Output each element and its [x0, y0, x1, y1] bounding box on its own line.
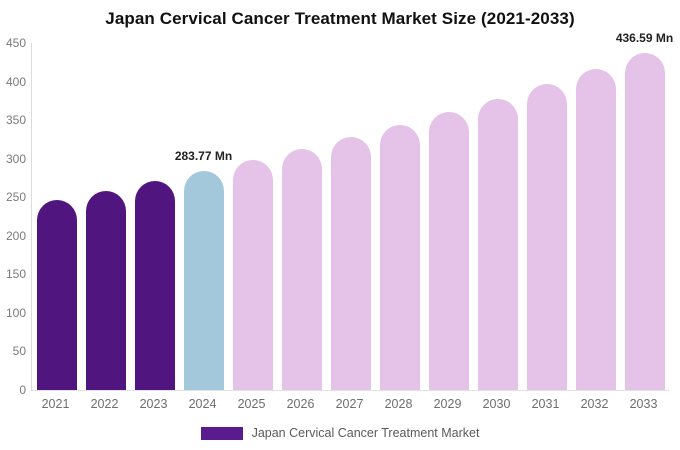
x-tick-label: 2033 [629, 397, 658, 411]
bar-2025[interactable] [232, 160, 273, 390]
x-tick-label: 2026 [286, 397, 315, 411]
bar-2032[interactable] [575, 69, 616, 390]
legend-label: Japan Cervical Cancer Treatment Market [251, 426, 480, 440]
bar-2031[interactable] [526, 84, 567, 390]
bar-2029[interactable] [428, 112, 469, 390]
bar-2028[interactable] [379, 125, 420, 390]
x-tick-label: 2022 [90, 397, 119, 411]
x-tick-label: 2024 [188, 397, 217, 411]
y-tick-label: 400 [5, 74, 26, 89]
y-tick-label: 150 [5, 267, 26, 282]
x-tick-label: 2028 [384, 397, 413, 411]
x-tick-label: 2023 [139, 397, 168, 411]
bar-2024[interactable] [183, 171, 224, 390]
legend: Japan Cervical Cancer Treatment Market [0, 425, 680, 441]
bar-2022[interactable] [85, 191, 126, 390]
y-tick-label: 0 [19, 383, 26, 397]
legend-item[interactable]: Japan Cervical Cancer Treatment Market [200, 426, 480, 440]
x-tick-label: 2021 [41, 397, 70, 411]
bar-2027[interactable] [330, 137, 371, 390]
bar-2026[interactable] [281, 149, 322, 390]
legend-swatch-icon [200, 426, 243, 440]
y-tick-label: 200 [5, 228, 26, 243]
x-tick-label: 2032 [580, 397, 609, 411]
x-axis: 2021 2022 2023 2024 2025 2026 2027 2028 2029 2030… [31, 397, 668, 413]
bar-value-label-2033: 436.59 Mn [615, 31, 674, 46]
x-tick-label: 2030 [482, 397, 511, 411]
y-tick-label: 50 [12, 344, 26, 359]
y-tick-label: 250 [5, 190, 26, 205]
y-tick-label: 100 [5, 305, 26, 320]
chart-title: Japan Cervical Cancer Treatment Market S… [105, 9, 575, 28]
bar-value-label-2024: 283.77 Mn [174, 149, 233, 164]
bar-2030[interactable] [477, 98, 518, 390]
plot-area: 283.77 Mn 436.59 Mn [31, 31, 673, 391]
y-tick-label: 450 [5, 36, 26, 50]
y-tick-label: 350 [5, 113, 26, 128]
x-tick-label: 2031 [531, 397, 560, 411]
bar-2033[interactable] [624, 53, 665, 390]
y-axis: 0 50 100 150 200 250 300 350 400 450 [0, 37, 26, 396]
bar-2023[interactable] [134, 181, 175, 390]
x-tick-label: 2027 [335, 397, 364, 411]
x-tick-label: 2029 [433, 397, 462, 411]
x-tick-label: 2025 [237, 397, 266, 411]
bar-2021[interactable] [36, 200, 77, 390]
y-tick-label: 300 [5, 151, 26, 166]
